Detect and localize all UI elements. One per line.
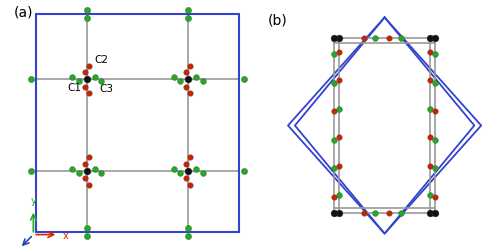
Text: C3: C3 [99,84,113,94]
Text: y: y [30,195,36,205]
Text: C2: C2 [94,55,108,65]
Text: z: z [14,251,20,252]
Text: x: x [63,230,69,240]
Text: C1: C1 [68,83,82,93]
Text: (a): (a) [14,5,33,19]
Text: (b): (b) [268,14,287,28]
Bar [36,15,239,232]
